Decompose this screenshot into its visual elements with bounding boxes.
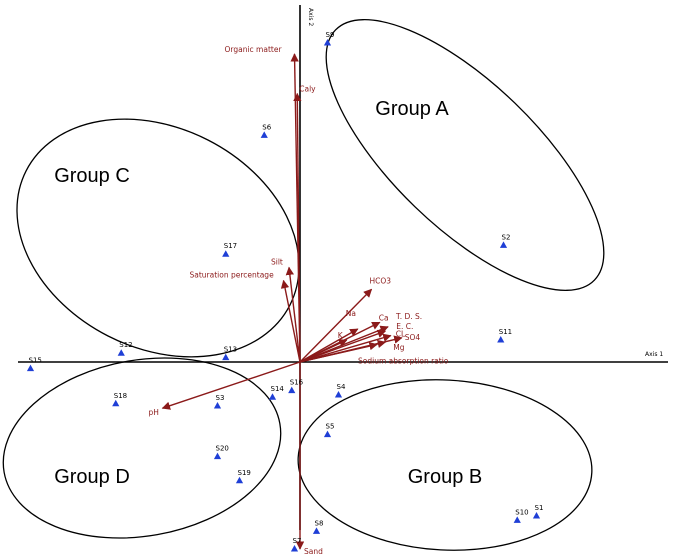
- group-label-group-d: Group D: [54, 466, 130, 488]
- vector-label-hco3: HCO3: [370, 276, 392, 285]
- site-label-s19: S19: [238, 469, 251, 477]
- site-label-s6: S6: [262, 123, 271, 131]
- site-point-s3: [213, 402, 222, 409]
- vector-na: [299, 328, 359, 363]
- vector-silt: [285, 266, 301, 363]
- variable-vectors: Organic matter Caly Silt Saturation percent…: [149, 45, 449, 556]
- site-label-s1: S1: [535, 504, 544, 512]
- vector-cl: [299, 333, 392, 363]
- site-point-s4: [334, 391, 343, 398]
- site-point-s6: [260, 131, 268, 138]
- site-label-s16: S16: [290, 379, 304, 387]
- site-point-s5: [323, 430, 332, 438]
- vector-label-so4: SO4: [405, 333, 421, 342]
- site-point-s13: [222, 353, 230, 361]
- vector-label-caly: Caly: [299, 85, 316, 94]
- site-point-s7: [290, 545, 299, 552]
- vector-label-k: K: [338, 331, 344, 340]
- vector-label-ca: Ca: [379, 313, 389, 322]
- site-label-s5: S5: [326, 423, 335, 431]
- site-point-s9: [323, 39, 332, 46]
- ellipse-group-b: [297, 379, 593, 551]
- site-label-s12: S12: [119, 341, 132, 349]
- site-label-s15: S15: [29, 357, 42, 365]
- site-label-s2: S2: [502, 233, 511, 241]
- vector-label-organic-matter: Organic matter: [225, 45, 283, 54]
- vector-ph: [161, 361, 301, 410]
- site-label-s18: S18: [114, 392, 127, 400]
- vector-label-e-c: E. C.: [396, 322, 413, 331]
- site-point-s15: [26, 364, 35, 372]
- vector-sodium-absorption-ratio: [299, 341, 378, 363]
- vector-caly: [293, 92, 302, 363]
- site-label-s17: S17: [224, 242, 237, 250]
- site-point-s11: [497, 336, 505, 343]
- vector-label-na: Na: [346, 309, 356, 318]
- site-label-s4: S4: [337, 383, 346, 391]
- vector-label-cl: CL: [396, 330, 406, 339]
- site-label-s9: S9: [326, 31, 335, 39]
- vector-label-sodium-absorption-ratio: Sodium absorption ratio: [358, 356, 449, 365]
- site-point-s20: [213, 452, 222, 460]
- site-point-s2: [499, 241, 508, 248]
- vector-label-sand: Sand: [304, 547, 323, 556]
- site-points: S1 S2 S3 S5 S6 S7 S8 S9 S10 S11 S12 S13 S14 S15 S16 S17…: [26, 31, 544, 552]
- ellipse-group-c: [16, 118, 300, 358]
- vector-label-t-d-s: T. D. S.: [395, 312, 422, 321]
- site-label-s20: S20: [216, 445, 229, 453]
- vector-label-saturation-percentage: Saturation percentage: [190, 271, 275, 280]
- ellipse-group-d: [2, 357, 282, 539]
- vector-label-mg: Mg: [393, 343, 404, 352]
- axes: Axis 1 Axis 2: [18, 5, 668, 530]
- site-point-s1: [532, 512, 541, 519]
- group-label-group-c: Group C: [54, 165, 130, 187]
- site-point-s18: [112, 399, 120, 407]
- site-label-s10: S10: [515, 508, 528, 516]
- site-point-s19: [235, 476, 244, 484]
- y-axis-label: Axis 2: [307, 8, 314, 26]
- site-label-s7: S7: [293, 537, 302, 545]
- group-ellipses: [2, 19, 605, 551]
- site-label-s3: S3: [216, 394, 225, 402]
- vector-k: [299, 339, 348, 363]
- site-label-s14: S14: [271, 385, 285, 393]
- site-point-s14: [268, 393, 277, 400]
- site-point-s12: [117, 349, 125, 356]
- site-point-s8: [312, 527, 321, 534]
- x-axis-label: Axis 1: [645, 351, 663, 358]
- site-point-s16: [288, 386, 296, 394]
- site-point-s17: [222, 250, 230, 257]
- ellipse-group-a: [325, 19, 605, 291]
- group-label-group-a: Group A: [375, 98, 449, 120]
- vector-label-silt: Silt: [271, 257, 283, 266]
- site-label-s11: S11: [499, 328, 512, 336]
- group-label-group-b: Group B: [408, 466, 482, 488]
- site-point-s10: [513, 516, 521, 523]
- vector-hco3: [299, 288, 373, 363]
- vector-saturation-percentage: [280, 279, 301, 363]
- vector-label-ph: pH: [149, 408, 159, 417]
- site-label-s8: S8: [315, 519, 324, 527]
- site-label-s13: S13: [224, 346, 237, 354]
- group-labels: Group A Group B Group C Group D: [54, 98, 482, 488]
